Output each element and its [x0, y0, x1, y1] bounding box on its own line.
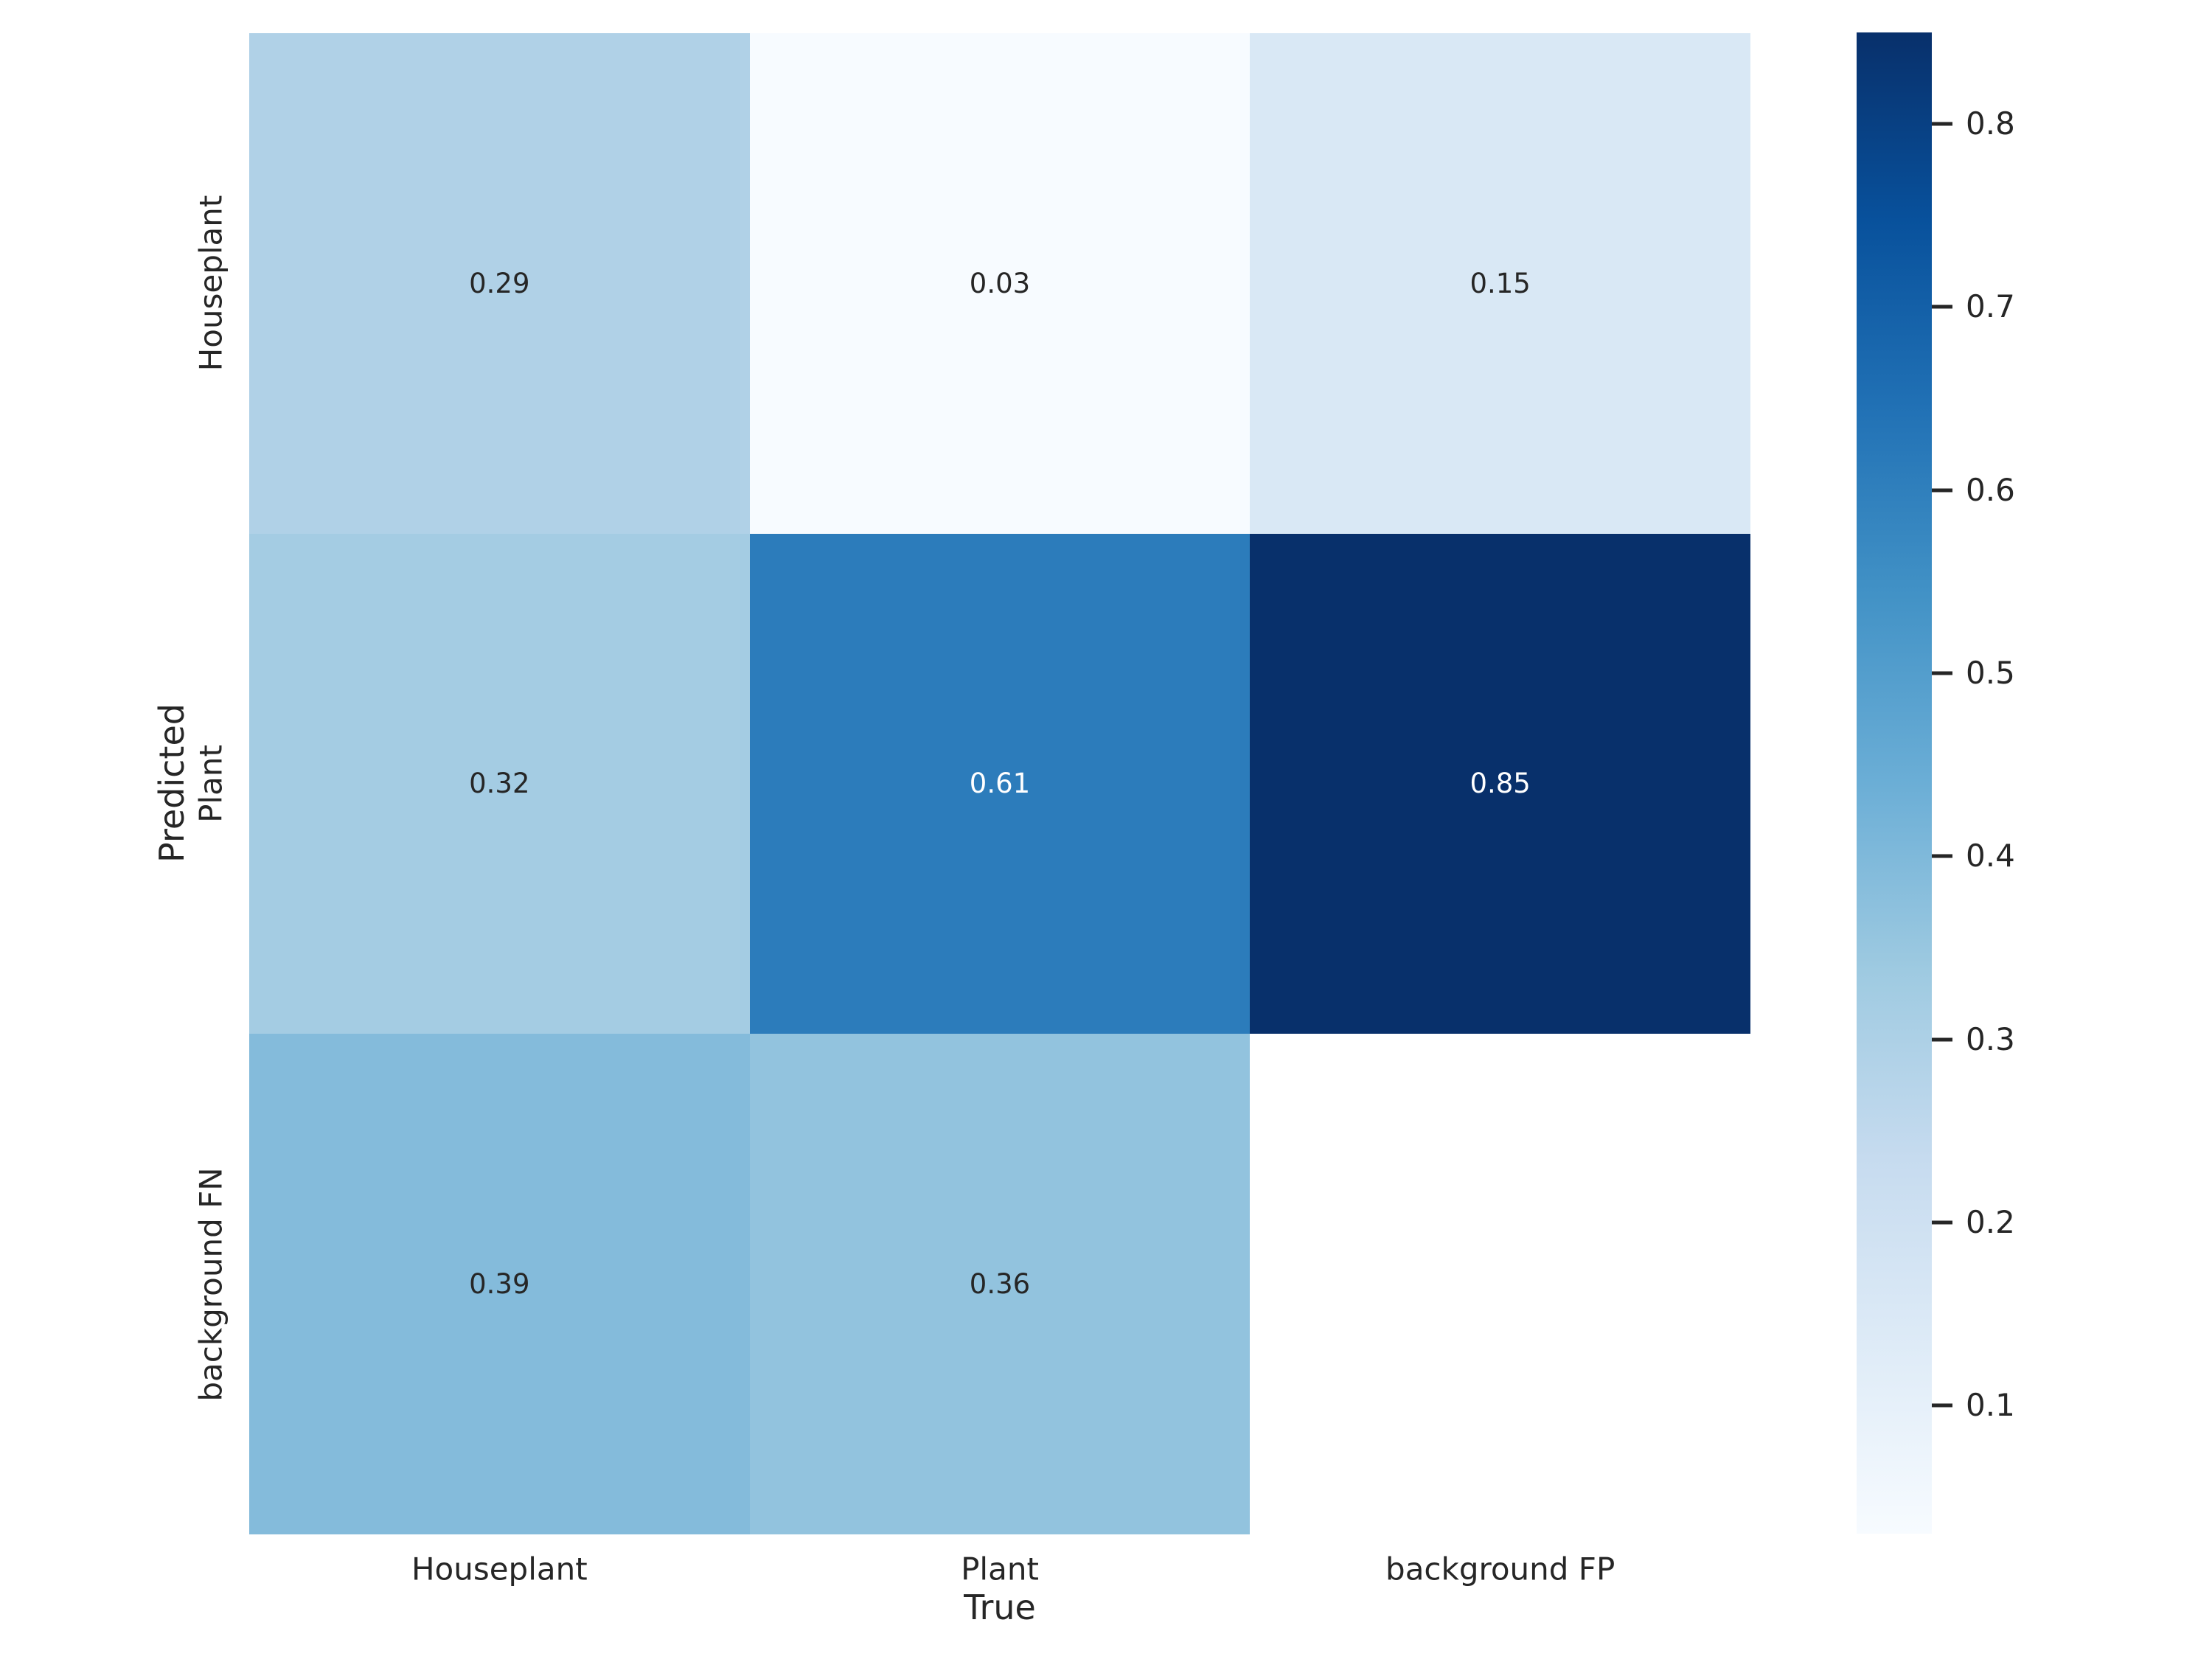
x-tick-label: background FP [1385, 1551, 1615, 1587]
colorbar-tick-mark [1932, 854, 1952, 858]
y-tick-label: Plant [192, 745, 229, 823]
colorbar-tick-label: 0.5 [1966, 655, 2015, 692]
colorbar-tick-mark [1932, 122, 1952, 126]
heatmap-cell-value: 0.85 [1470, 768, 1531, 800]
x-axis-label: True [964, 1587, 1036, 1627]
heatmap-cell-value: 0.61 [969, 768, 1031, 800]
heatmap-cell: 0.85 [1250, 533, 1750, 1034]
heatmap-cell-value: 0.36 [969, 1268, 1031, 1301]
colorbar-tick-label: 0.2 [1966, 1203, 2015, 1240]
colorbar-tick-label: 0.6 [1966, 471, 2015, 508]
heatmap-cell: 0.32 [249, 533, 750, 1034]
heatmap-cell-value: 0.29 [469, 267, 530, 299]
y-axis-label: Predicted [152, 703, 192, 863]
colorbar-tick-label: 0.4 [1966, 838, 2015, 874]
heatmap-cell [1250, 1034, 1750, 1534]
colorbar-tick-mark [1932, 305, 1952, 309]
heatmap-cell-value: 0.39 [469, 1268, 530, 1301]
colorbar-tick-mark [1932, 671, 1952, 675]
heatmap-cell-value: 0.03 [969, 267, 1031, 299]
heatmap-cell: 0.61 [749, 533, 1251, 1034]
colorbar-tick-label: 0.3 [1966, 1020, 2015, 1057]
colorbar-tick-mark [1932, 488, 1952, 493]
x-tick-label: Houseplant [411, 1551, 588, 1587]
heatmap-cell: 0.36 [749, 1034, 1251, 1534]
colorbar-tick-label: 0.7 [1966, 288, 2015, 325]
y-tick-label: background FN [192, 1166, 229, 1402]
colorbar [1857, 32, 1932, 1534]
heatmap-cell: 0.15 [1250, 33, 1750, 534]
colorbar-tick-mark [1932, 1403, 1952, 1408]
heatmap-cell-value: 0.32 [469, 768, 530, 800]
heatmap-grid: 0.29 0.03 0.15 0.32 0.61 0.85 0.39 0.36 [249, 33, 1750, 1534]
x-tick-label: Plant [961, 1551, 1039, 1587]
colorbar-tick-label: 0.8 [1966, 105, 2015, 142]
colorbar-tick-mark [1932, 1220, 1952, 1225]
heatmap-cell: 0.29 [249, 33, 750, 534]
y-tick-label: Houseplant [192, 195, 229, 372]
colorbar-tick-mark [1932, 1037, 1952, 1042]
colorbar-tick-label: 0.1 [1966, 1387, 2015, 1424]
heatmap-cell: 0.39 [249, 1034, 750, 1534]
heatmap-cell: 0.03 [749, 33, 1251, 534]
heatmap-cell-value: 0.15 [1470, 267, 1531, 299]
